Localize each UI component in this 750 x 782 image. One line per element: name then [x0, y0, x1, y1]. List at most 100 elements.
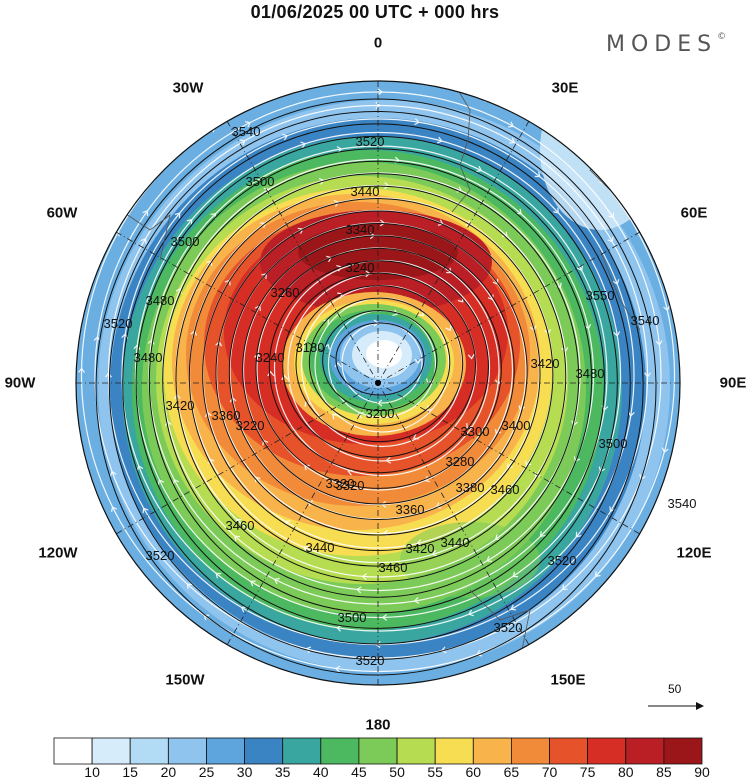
lon-label-90e: 90E: [719, 374, 747, 392]
streamline-arrow-icon: [426, 405, 433, 411]
colorbar-tick-label: 70: [541, 764, 558, 780]
streamline-arrow-icon: [571, 420, 578, 427]
streamline-arrow-icon: [655, 340, 663, 346]
contour-label: 3460: [226, 518, 255, 533]
brand-mark: ©: [717, 32, 727, 42]
contour-label: 3420: [166, 398, 195, 413]
streamline-arrow-icon: [104, 372, 112, 378]
streamline-arrow-icon: [254, 352, 261, 359]
streamline-arrow-icon: [239, 139, 246, 146]
map-boundary: [75, 80, 681, 686]
height-contour: [135, 135, 618, 629]
streamline-arrow-icon: [78, 367, 85, 373]
contour-label: 3500: [338, 610, 367, 625]
colorbar-swatch: [549, 737, 588, 765]
reference-vector-label: 50: [668, 682, 682, 696]
contour-label: 3440: [306, 540, 335, 555]
streamline-arrow-icon: [206, 260, 213, 266]
contour-label: 3520: [494, 620, 523, 635]
streamline-arrow-icon: [539, 531, 546, 538]
streamline-arrow-icon: [663, 305, 671, 312]
streamline-arrow-icon: [384, 182, 390, 190]
streamline-arrow-icon: [305, 646, 312, 654]
streamline-arrow-icon: [203, 614, 210, 621]
streamline-arrow-icon: [235, 518, 242, 525]
height-contour: [295, 285, 464, 443]
streamline-arrow-icon: [334, 362, 342, 368]
streamline-arrow-icon: [561, 347, 569, 353]
streamline-arrow-icon: [509, 137, 516, 144]
colorbar-swatch: [53, 737, 93, 765]
streamline-arrow-icon: [508, 121, 514, 128]
contour-label: 3480: [576, 366, 605, 381]
streamline-arrow-icon: [249, 580, 256, 587]
contour-label: 3420: [406, 541, 435, 556]
contour-label: 3320: [326, 476, 355, 491]
streamline-arrow-icon: [661, 447, 669, 454]
streamline-arrow-icon: [375, 101, 381, 109]
streamline-arrow-icon: [267, 370, 275, 377]
height-contour: [108, 110, 644, 660]
streamline-arrow-icon: [575, 531, 582, 538]
streamline-arrow-icon: [332, 413, 338, 420]
streamline-arrow-icon: [302, 545, 309, 552]
height-contour: [335, 322, 425, 396]
colorbar-tick-label: 30: [236, 764, 253, 780]
streamline-arrow-icon: [357, 411, 364, 419]
streamline-arrow-icon: [334, 665, 341, 673]
contour-label: 3520: [356, 134, 385, 149]
streamline-arrow-icon: [487, 294, 494, 301]
streamline-arrow-icon: [142, 507, 149, 514]
contour-label: 3460: [491, 482, 520, 497]
lon-label-120e: 120E: [676, 544, 712, 562]
height-contour: [242, 235, 515, 505]
contour-label: 3340: [346, 222, 375, 237]
colorbar-swatch: [206, 737, 245, 765]
streamline-arrow-icon: [175, 287, 183, 294]
colorbar-swatch: [510, 737, 550, 765]
streamline-arrow-icon: [553, 207, 559, 214]
height-contour: [175, 173, 580, 583]
contour-label: 3440: [441, 535, 470, 550]
lon-label-180: 180: [365, 716, 391, 734]
contour-label: 3460: [379, 560, 408, 575]
streamline-arrow-icon: [234, 535, 240, 542]
streamline-arrow-icon: [377, 88, 384, 96]
streamline-arrow-icon: [229, 396, 237, 403]
lon-label-30w: 30W: [172, 79, 204, 97]
contour-label: 3480: [134, 350, 163, 365]
contour-labels: 3540 3520 3500 3440 3340 3240 3260 3180 3500 3480…: [104, 124, 697, 668]
streamline-arrow-icon: [282, 133, 289, 141]
contour-label: 3180: [296, 340, 325, 355]
streamline-arrow-icon: [525, 460, 532, 467]
colorbar-swatch: [129, 737, 169, 765]
streamline-arrow-icon: [93, 335, 101, 342]
colorbar-swatch: [320, 737, 360, 765]
streamline-arrow-icon: [476, 165, 483, 173]
contour-label: 3420: [531, 356, 560, 371]
streamline-arrow-icon: [136, 464, 144, 471]
colorbar-tick-label: 40: [313, 764, 329, 780]
streamline-arrow-icon: [382, 529, 389, 537]
streamline-arrow-icon: [431, 550, 438, 557]
colorbar-tick-label: 20: [160, 764, 177, 780]
streamline-arrow-icon: [281, 374, 289, 381]
brand-text: MODES: [606, 32, 718, 57]
colorbar-tick-label: 65: [503, 764, 520, 780]
lon-label-60e: 60E: [680, 204, 708, 222]
contour-label: 3440: [351, 184, 380, 199]
streamline-arrow-icon: [245, 121, 251, 128]
contour-label: 3540: [631, 313, 660, 328]
colorbar-swatch: [358, 737, 398, 765]
contour-label: 3360: [212, 408, 241, 423]
streamline-arrow-icon: [510, 604, 517, 611]
contour-label: 3200: [366, 406, 395, 421]
streamline-arrow-icon: [576, 265, 584, 272]
streamline-arrow-icon: [516, 208, 522, 215]
colorbar-swatch: [472, 737, 512, 765]
streamline-arrow-icon: [518, 405, 526, 412]
streamline-arrow-icon: [507, 463, 513, 469]
streamline-arrow-icon: [140, 237, 147, 244]
colorbar-swatch: [91, 737, 131, 765]
